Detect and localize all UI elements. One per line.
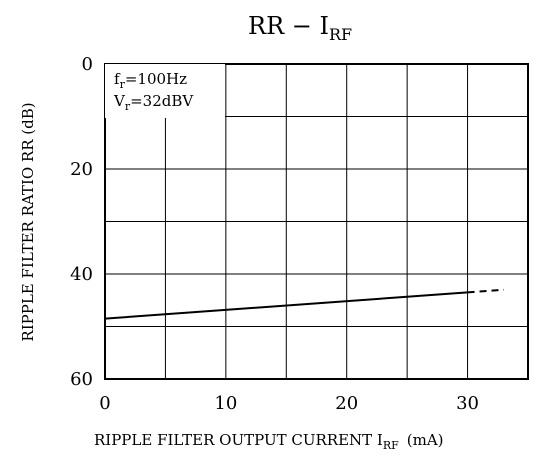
annotation-fr-sub: r	[120, 78, 126, 91]
x-axis-ticks: 0 10 20 30	[99, 393, 479, 414]
chart-title: RR − IRF	[248, 12, 352, 44]
x-axis-label-main: RIPPLE FILTER OUTPUT CURRENT I	[94, 431, 383, 449]
y-tick-label: 0	[82, 54, 93, 75]
series-group	[104, 288, 504, 320]
series-line-dashed	[467, 288, 504, 294]
x-tick-label: 0	[99, 393, 110, 414]
annotation-fr: fr=100Hz	[114, 70, 187, 91]
chart-title-sub: RF	[329, 25, 352, 44]
x-tick-label: 30	[456, 393, 479, 414]
series-line-solid	[104, 291, 468, 320]
plot-frame	[104, 63, 529, 380]
chart-title-main: RR − I	[248, 12, 329, 40]
annotation-vr-value: =32dBV	[130, 92, 194, 110]
annotation-box	[105, 64, 225, 118]
x-axis-label-unit: (mA)	[407, 431, 444, 449]
x-tick-label: 10	[214, 393, 237, 414]
y-tick-label: 20	[70, 159, 93, 180]
annotation-vr-var: V	[113, 92, 126, 110]
y-axis-label: RIPPLE FILTER RATIO RR (dB)	[19, 102, 37, 341]
annotation-fr-value: =100Hz	[125, 70, 187, 88]
y-tick-label: 40	[70, 264, 93, 285]
y-axis-ticks: 0 20 40 60	[70, 54, 93, 390]
x-tick-label: 20	[335, 393, 358, 414]
annotation-vr-sub: r	[125, 100, 131, 113]
x-axis-label: RIPPLE FILTER OUTPUT CURRENT IRF (mA)	[94, 431, 444, 452]
x-axis-label-sub: RF	[383, 439, 399, 452]
annotation-fr-var: f	[114, 70, 121, 88]
y-tick-label: 60	[70, 369, 93, 390]
annotation-vr: Vr=32dBV	[113, 92, 194, 113]
